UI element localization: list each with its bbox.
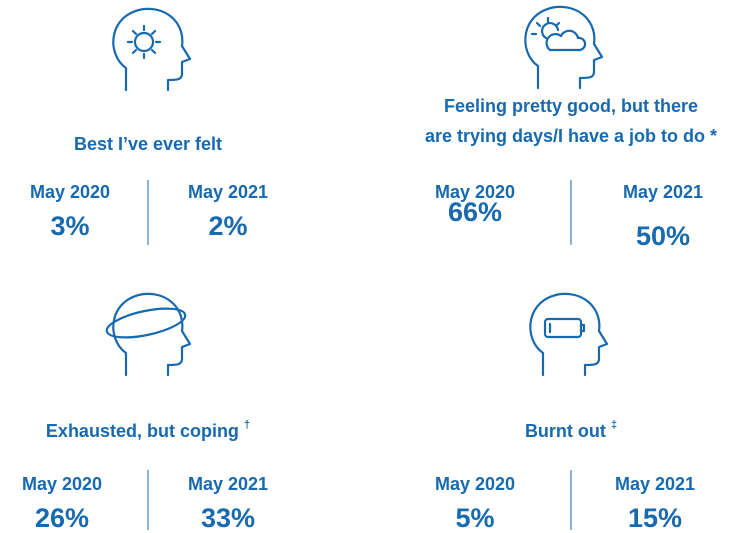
stat-label: May 2021 <box>623 182 703 202</box>
stat-label: May 2020 <box>435 182 515 202</box>
stat-label: May 2021 <box>188 474 268 494</box>
panel-title: are trying days/I have a job to do * <box>425 126 717 146</box>
stat-value: 50% <box>636 221 690 251</box>
title-text: Feeling pretty good, but there <box>444 96 698 116</box>
panel-title: Feeling pretty good, but there <box>444 96 698 116</box>
title-text: Exhausted, but coping <box>46 421 239 441</box>
panel-title: Exhausted, but coping † <box>46 419 250 441</box>
stat-label: May 2020 <box>435 474 515 494</box>
stat-value: 66% <box>448 197 502 227</box>
stat-value: 5% <box>455 503 494 533</box>
title-text: Burnt out <box>525 421 606 441</box>
stat-value: 26% <box>35 503 89 533</box>
stat-label: May 2020 <box>22 474 102 494</box>
stat-label: May 2020 <box>30 182 110 202</box>
stat-value: 15% <box>628 503 682 533</box>
stat-label: May 2021 <box>188 182 268 202</box>
icon-sun <box>112 7 192 92</box>
panel-title: Burnt out ‡ <box>525 419 617 441</box>
stat-value: 2% <box>208 211 247 241</box>
stat-label: May 2021 <box>615 474 695 494</box>
panel-title: Best I’ve ever felt <box>74 134 222 154</box>
icon-sun-cloud <box>524 5 604 90</box>
stat-value: 33% <box>201 503 255 533</box>
note-mark: † <box>244 419 250 431</box>
stat-value: 3% <box>50 211 89 241</box>
icon-battery <box>529 292 609 377</box>
note-mark: ‡ <box>611 419 617 431</box>
title-text: are trying days/I have a job to do * <box>425 126 717 146</box>
icon-dizzy <box>105 292 192 377</box>
title-text: Best I’ve ever felt <box>74 134 222 154</box>
